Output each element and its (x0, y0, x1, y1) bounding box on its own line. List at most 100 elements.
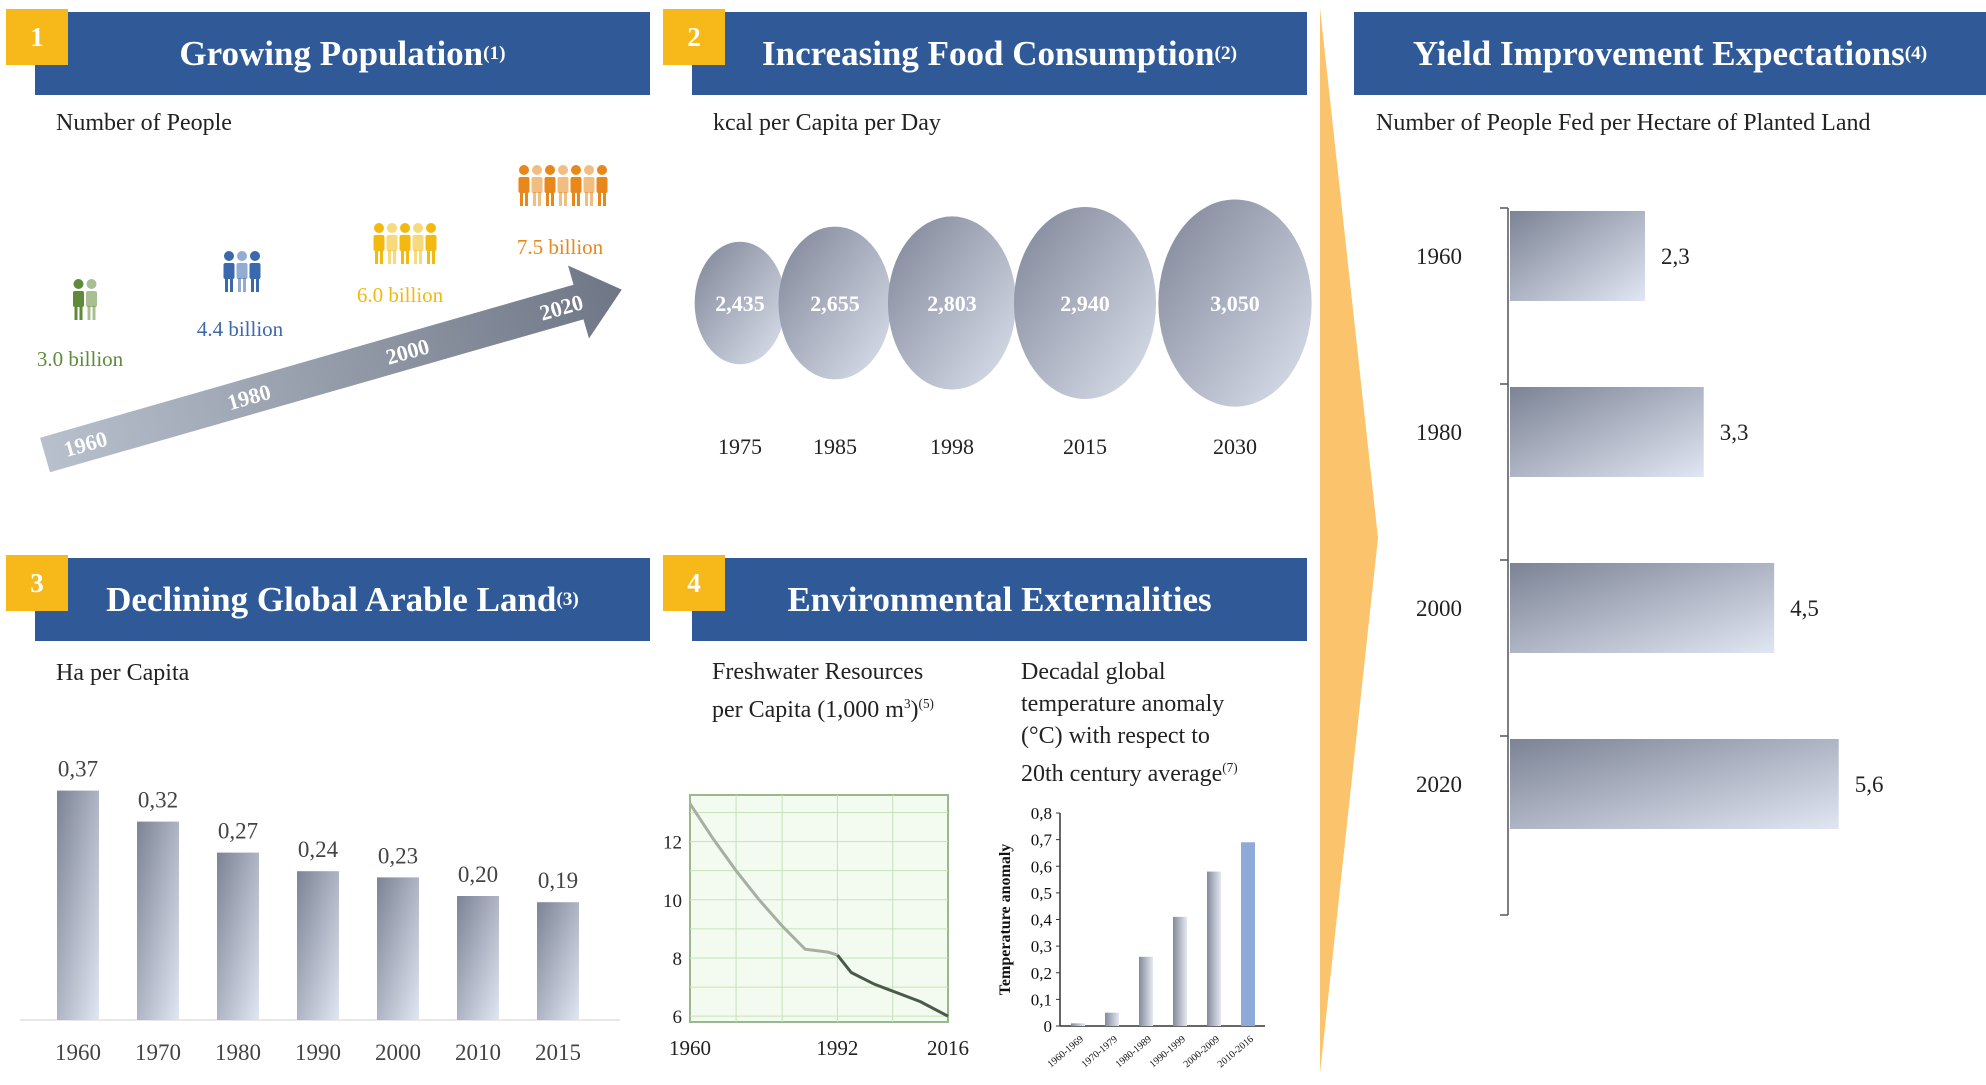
freshwater-caption-close: ) (910, 697, 919, 723)
temperature-ytick: 0,3 (1031, 937, 1052, 956)
person-body (399, 235, 411, 251)
arable-year-label: 2010 (455, 1040, 501, 1065)
person-leg (243, 278, 246, 292)
person-leg (251, 278, 254, 292)
food-bubble (887, 216, 1017, 390)
temperature-xtick: 1970-1979 (1080, 1034, 1120, 1070)
temperature-bar (1139, 956, 1153, 1026)
person-leg (603, 192, 606, 206)
yield-value-label: 5,6 (1855, 772, 1884, 797)
panel1-title: Growing Population (179, 33, 484, 73)
person-leg (414, 250, 417, 264)
freshwater-chart: 12 10 8 6 1960 1992 2016 (663, 794, 969, 1060)
panel4-title-banner: Environmental Externalities (692, 558, 1307, 641)
temperature-xtick: 2010-2016 (1216, 1034, 1256, 1070)
person-leg (546, 192, 549, 206)
arable-bar (217, 852, 259, 1020)
population-label: 7.5 billion (517, 235, 604, 259)
freshwater-xtick: 1992 (816, 1036, 858, 1060)
panel2-title-sup: (2) (1214, 42, 1237, 64)
food-bubble-value: 2,435 (715, 291, 765, 316)
yield-bar (1510, 387, 1704, 477)
freshwater-caption-line1: Freshwater Resources (712, 659, 924, 685)
yield-value-label: 3,3 (1720, 420, 1749, 445)
person-head (250, 251, 260, 261)
person-body (73, 291, 84, 307)
person-head (374, 223, 384, 233)
person-leg (538, 192, 541, 206)
arable-year-label: 1960 (55, 1040, 101, 1065)
person-leg (559, 192, 562, 206)
panel3-subtitle: Ha per Capita (56, 660, 190, 686)
person-body (570, 177, 582, 193)
freshwater-ytick: 10 (663, 891, 682, 912)
food-year-label: 1975 (718, 434, 762, 459)
yield-bar (1510, 211, 1646, 301)
yield-chart: 2,3 1960 3,3 1980 4,5 2000 5,6 2020 (1416, 207, 1884, 916)
freshwater-ytick: 8 (673, 949, 683, 970)
person-body (531, 177, 543, 193)
person-leg (533, 192, 536, 206)
person-head (237, 251, 247, 261)
temperature-chart: 0,8 0,7 0,6 0,5 0,4 0,3 0,2 0,1 01960-19691970-1… (997, 804, 1265, 1070)
arable-value-label: 0,24 (298, 837, 339, 862)
person-leg (572, 192, 575, 206)
temperature-ytick: 0 (1044, 1017, 1053, 1036)
arable-bar (537, 902, 579, 1020)
people-group-icon (73, 279, 97, 320)
temperature-bar (1207, 871, 1221, 1026)
panel5-title-banner: Yield Improvement Expectations (4) (1354, 12, 1986, 95)
panel3-title-sup: (3) (556, 588, 579, 610)
food-year-label: 1985 (813, 434, 857, 459)
yield-bar (1510, 739, 1839, 829)
freshwater-plot-area (689, 794, 949, 1023)
person-head (86, 279, 97, 289)
person-head (571, 165, 581, 175)
panel5-title: Yield Improvement Expectations (1412, 33, 1905, 73)
person-head (413, 223, 423, 233)
person-body (249, 263, 261, 279)
person-body (518, 177, 530, 193)
freshwater-caption-sup: (5) (918, 696, 934, 711)
person-leg (525, 192, 528, 206)
temperature-bar (1173, 916, 1187, 1026)
arable-year-label: 1980 (215, 1040, 261, 1065)
food-year-label: 1998 (930, 434, 974, 459)
yield-bar (1510, 563, 1775, 653)
temperature-bar (1241, 842, 1255, 1026)
arable-year-label: 2000 (375, 1040, 421, 1065)
person-body (583, 177, 595, 193)
temperature-bar (1105, 1012, 1119, 1026)
person-leg (225, 278, 228, 292)
temperature-ytick: 0,5 (1031, 884, 1052, 903)
freshwater-xtick: 2016 (927, 1036, 969, 1060)
temperature-ytick: 0,1 (1031, 990, 1052, 1009)
person-leg (375, 250, 378, 264)
person-head (597, 165, 607, 175)
person-leg (598, 192, 601, 206)
person-leg (520, 192, 523, 206)
person-leg (380, 250, 383, 264)
food-bubble-chart: 2,435 1975 2,655 1985 2,803 1998 2,940 2015 3,05… (694, 199, 1312, 459)
person-head (224, 251, 234, 261)
person-body (86, 291, 97, 307)
freshwater-caption-text: per Capita (1,000 m (712, 697, 904, 723)
panel2-title: Increasing Food Consumption (762, 33, 1215, 73)
food-bubble (778, 226, 892, 380)
arable-value-label: 0,23 (378, 843, 418, 868)
food-bubble-value: 2,803 (927, 291, 977, 316)
arable-value-label: 0,32 (138, 788, 178, 813)
people-group-icon (373, 223, 437, 264)
person-leg (419, 250, 422, 264)
person-body (223, 263, 235, 279)
person-head (400, 223, 410, 233)
person-leg (74, 306, 78, 320)
food-bubble-value: 2,655 (810, 291, 860, 316)
yield-value-label: 2,3 (1661, 244, 1690, 269)
temperature-xtick: 1990-1999 (1148, 1034, 1188, 1070)
population-label: 4.4 billion (197, 317, 284, 341)
person-body (596, 177, 608, 193)
temperature-xtick: 1980-1989 (1114, 1034, 1154, 1070)
panel2-subtitle: kcal per Capita per Day (713, 110, 941, 136)
